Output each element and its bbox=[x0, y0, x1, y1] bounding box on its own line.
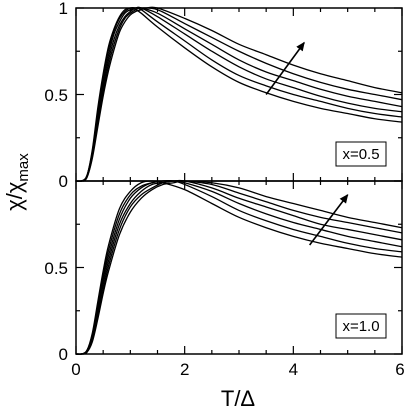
top-ytick-label-0: 0 bbox=[59, 172, 68, 191]
top-ytick-label-05: 0.5 bbox=[44, 86, 68, 105]
top-panel-arrow bbox=[265, 41, 305, 95]
xtick-label-0: 0 bbox=[71, 360, 80, 379]
y-axis-title: χ/χmax bbox=[2, 153, 32, 211]
y-axis-title-main: χ/χ bbox=[2, 181, 27, 211]
top-panel-curves bbox=[75, 6, 403, 183]
axis-ticks bbox=[75, 7, 403, 355]
x-axis-title: T/Δ bbox=[221, 386, 256, 411]
top-panel-label: x=0.5 bbox=[342, 146, 379, 163]
xtick-label-6: 6 bbox=[395, 360, 404, 379]
top-panel-label-box bbox=[335, 141, 387, 167]
bottom-series-line-6 bbox=[75, 180, 403, 355]
top-series-line-6 bbox=[75, 6, 403, 182]
svg-text:χ/χmax: χ/χmax bbox=[2, 153, 32, 211]
bottom-panel-label-box bbox=[335, 313, 387, 339]
y-axis-title-subscript: max bbox=[15, 153, 32, 182]
xtick-label-4: 4 bbox=[289, 360, 298, 379]
xtick-label-2: 2 bbox=[180, 360, 189, 379]
bottom-panel-arrow bbox=[308, 194, 349, 246]
bottom-ytick-label-0: 0 bbox=[59, 345, 68, 364]
bottom-ytick-label-05: 0.5 bbox=[44, 259, 68, 278]
top-ytick-label-1: 1 bbox=[59, 0, 68, 18]
bottom-panel-label: x=1.0 bbox=[342, 318, 379, 335]
